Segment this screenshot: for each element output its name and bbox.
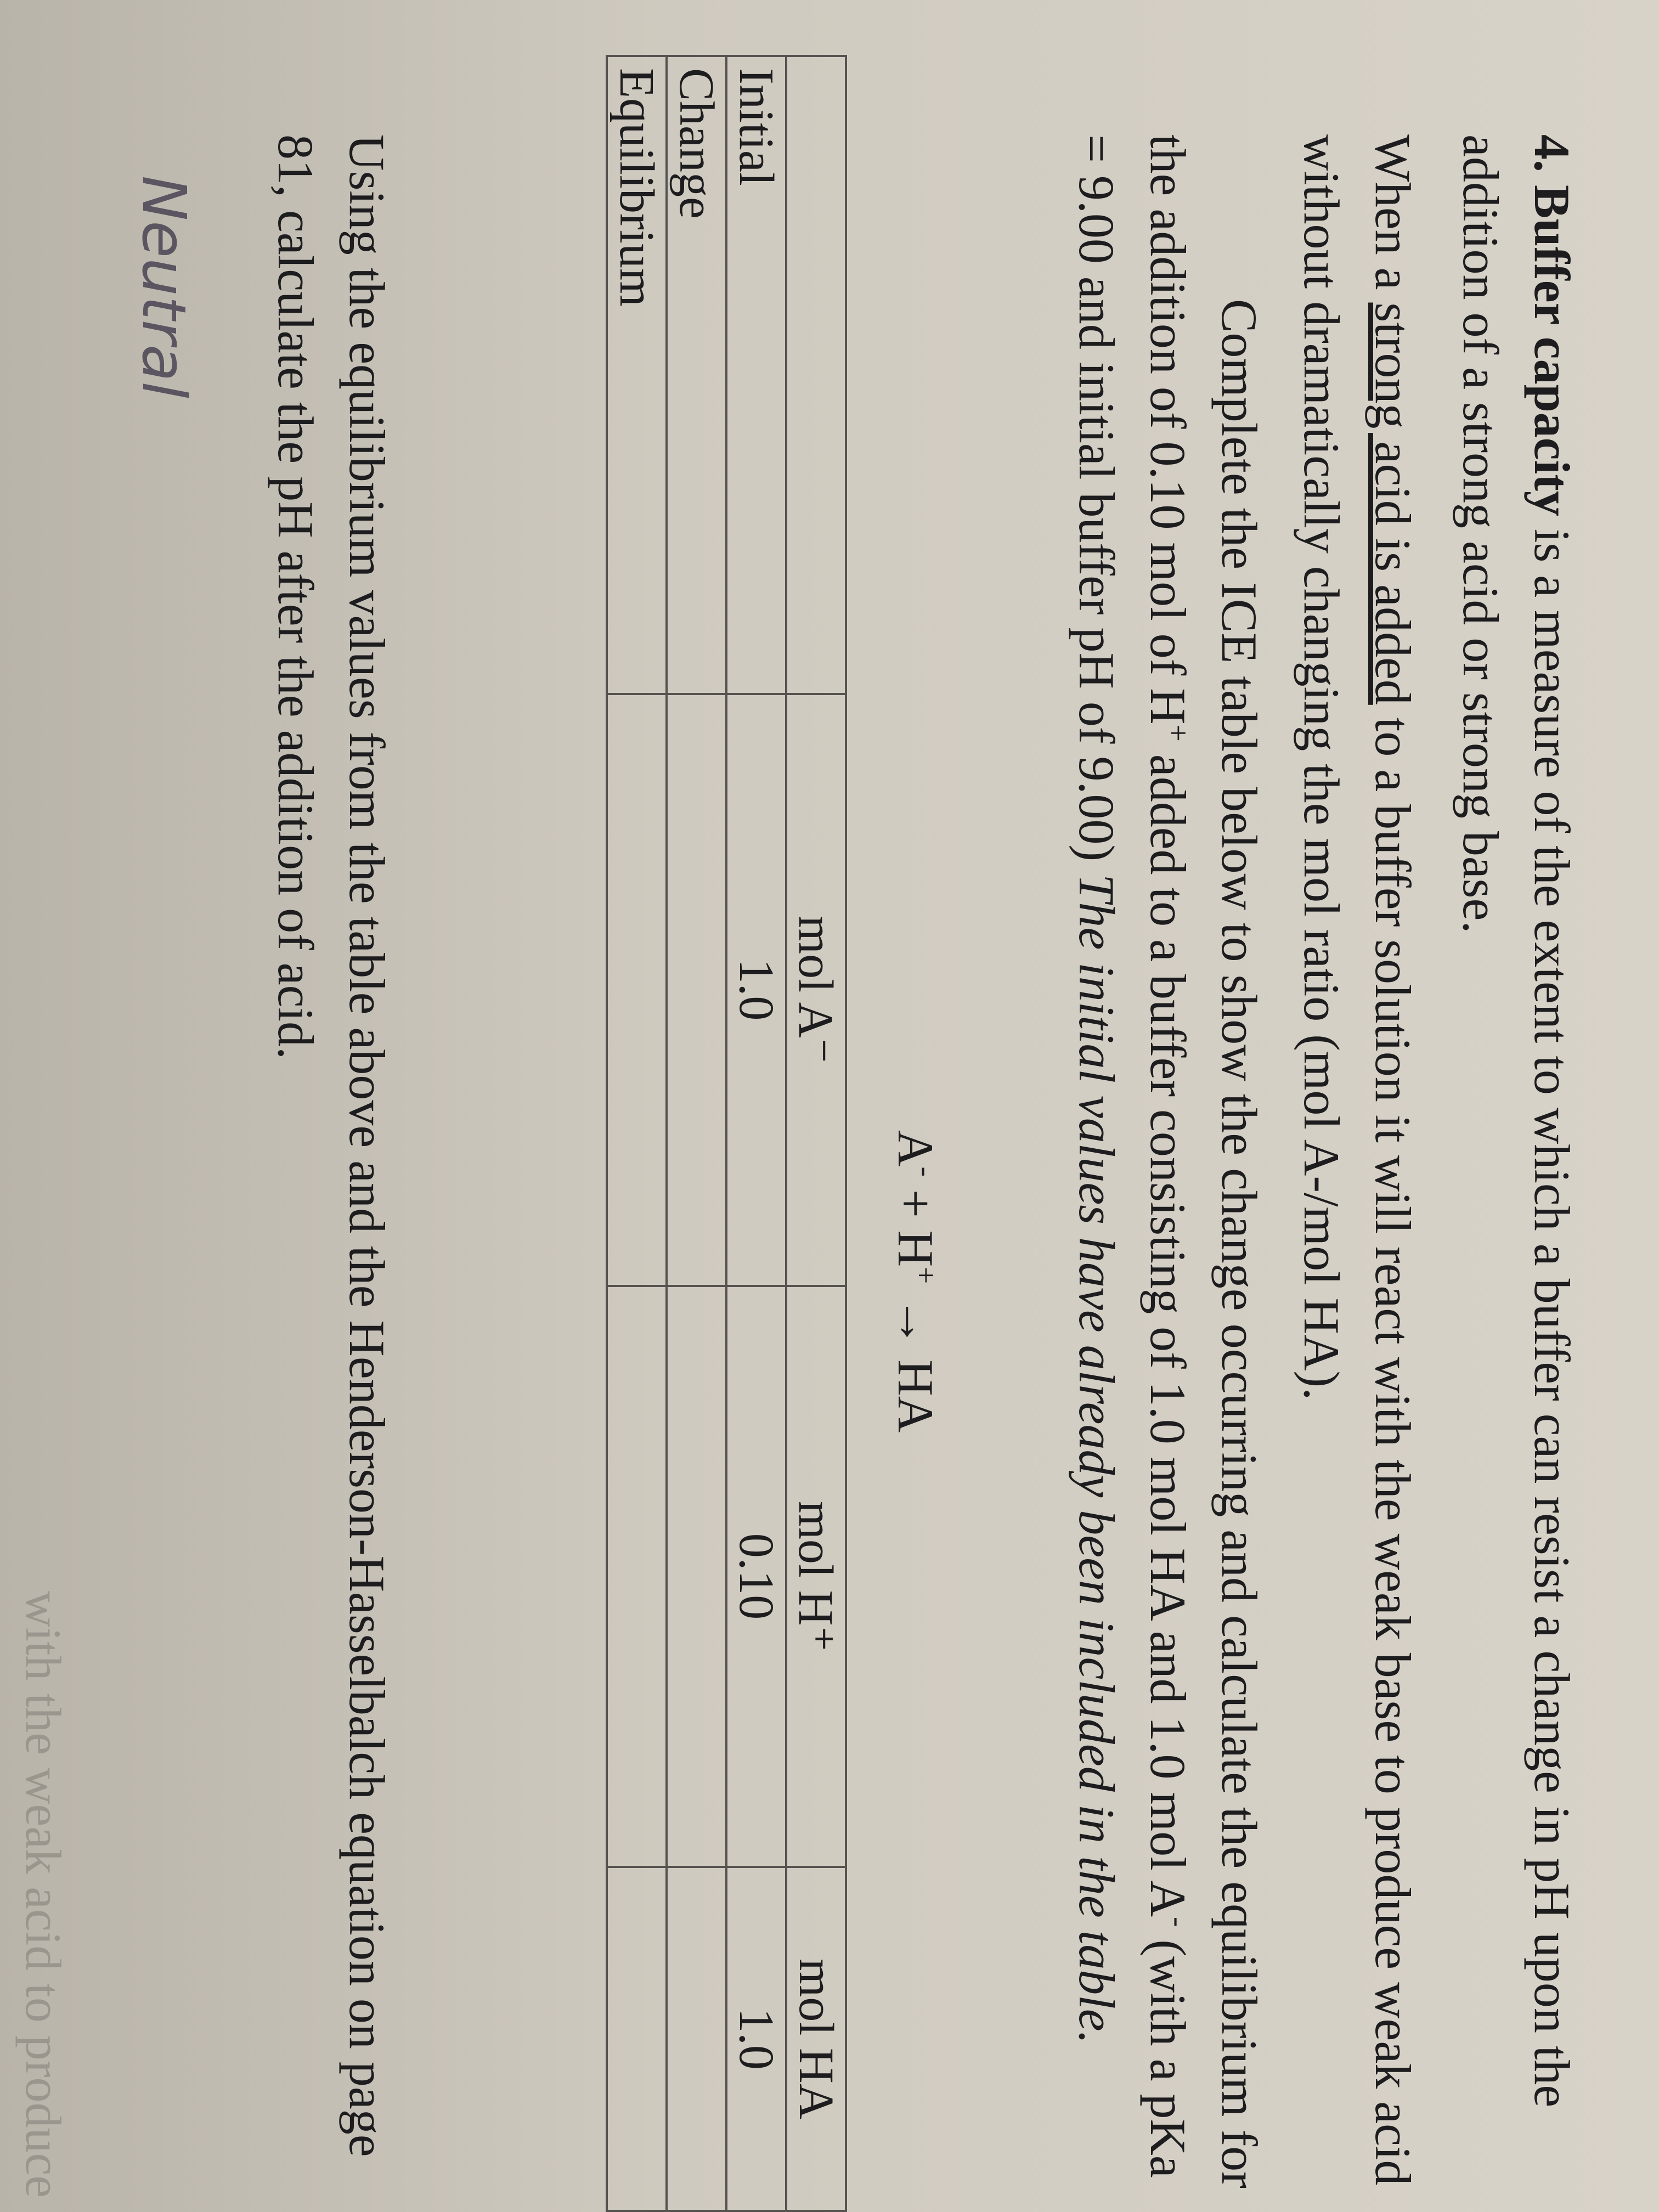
table-cell: 1.0	[726, 1867, 786, 2211]
header-cell	[786, 56, 846, 694]
row-label: Equilibrium	[607, 56, 667, 694]
question: 4. Buffer capacity is a measure of the e…	[1445, 134, 1588, 2197]
instructions: Complete the ICE table below to show the…	[1061, 134, 1275, 2197]
equation: A- + H+ → HA	[880, 1130, 951, 1432]
header-cell: mol A⁻	[786, 693, 846, 1286]
question-number: 4.	[1524, 134, 1580, 172]
text: added to a buffer consisting of 1.0 mol …	[1140, 741, 1196, 1917]
table-cell	[667, 693, 726, 1286]
table-cell	[607, 693, 667, 1286]
question-term: Buffer capacity	[1524, 185, 1580, 516]
header-cell: mol HA	[786, 1867, 846, 2211]
table-cell: 0.10	[726, 1285, 786, 1867]
italic-text: The initial values have already been inc…	[1069, 874, 1125, 2044]
superscript: -	[1161, 1917, 1195, 1927]
table-cell	[667, 1285, 726, 1867]
header-cell: mol H⁺	[786, 1285, 846, 1867]
header-row: mol A⁻ mol H⁺ mol HA	[786, 56, 846, 2211]
table-cell: 1.0	[726, 693, 786, 1286]
superscript: +	[909, 1267, 943, 1284]
row-label: Change	[667, 56, 726, 694]
table-row: Initial 1.0 0.10 1.0	[726, 56, 786, 2211]
table-row: Change	[667, 56, 726, 2211]
text: When a	[1365, 134, 1421, 303]
table-cell	[607, 1867, 667, 2211]
handwriting: Neutral	[129, 176, 199, 399]
text: + H	[888, 1176, 944, 1267]
table-cell	[607, 1285, 667, 1867]
superscript: -	[909, 1166, 943, 1177]
text: A	[888, 1130, 944, 1167]
table-row: Equilibrium	[607, 56, 667, 2211]
paragraph: When a strong acid is added to a buffer …	[1286, 134, 1429, 2197]
table-cell	[667, 1867, 726, 2211]
bleed-text: with the weak acid to produce we	[15, 1591, 71, 2198]
ice-table: mol A⁻ mol H⁺ mol HA Initial 1.0 0.10 1.0 Chang…	[606, 55, 847, 2212]
superscript: +	[1161, 724, 1195, 742]
follow-up: Using the equilibrium values from the ta…	[268, 134, 395, 2157]
underlined-text: strong acid is added	[1365, 302, 1421, 705]
text: → HA	[888, 1284, 944, 1433]
row-label: Initial	[726, 56, 786, 694]
